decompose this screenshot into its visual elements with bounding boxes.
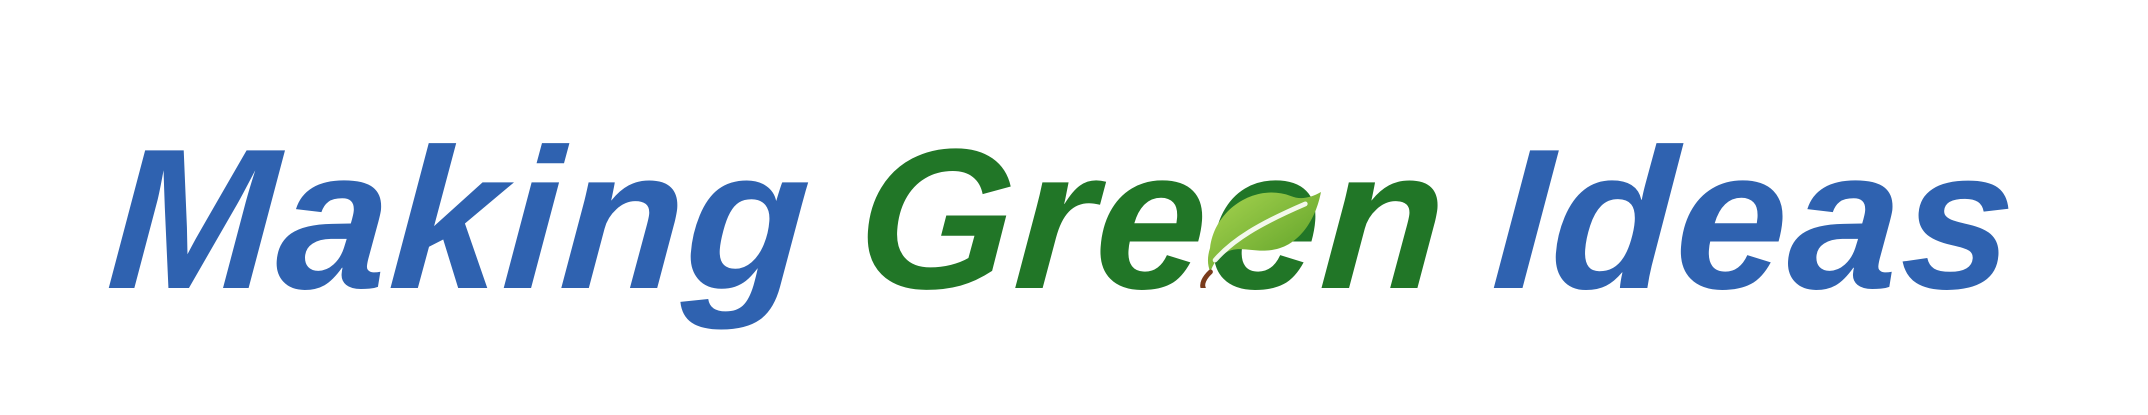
logo-wordmark: Making Gree n Ideas: [102, 108, 2025, 331]
logo-word-green-part2: n: [1315, 108, 1455, 331]
logo-leaf-letter: e: [1199, 108, 1331, 331]
logo-word-making: Making: [102, 108, 819, 331]
logo-word-green: Gree n: [851, 108, 1455, 331]
logo-word-green-part1: Gre: [851, 108, 1218, 331]
logo-word-ideas: Ideas: [1487, 108, 2025, 331]
logo-leaf-letter-text: e: [1201, 108, 1331, 331]
